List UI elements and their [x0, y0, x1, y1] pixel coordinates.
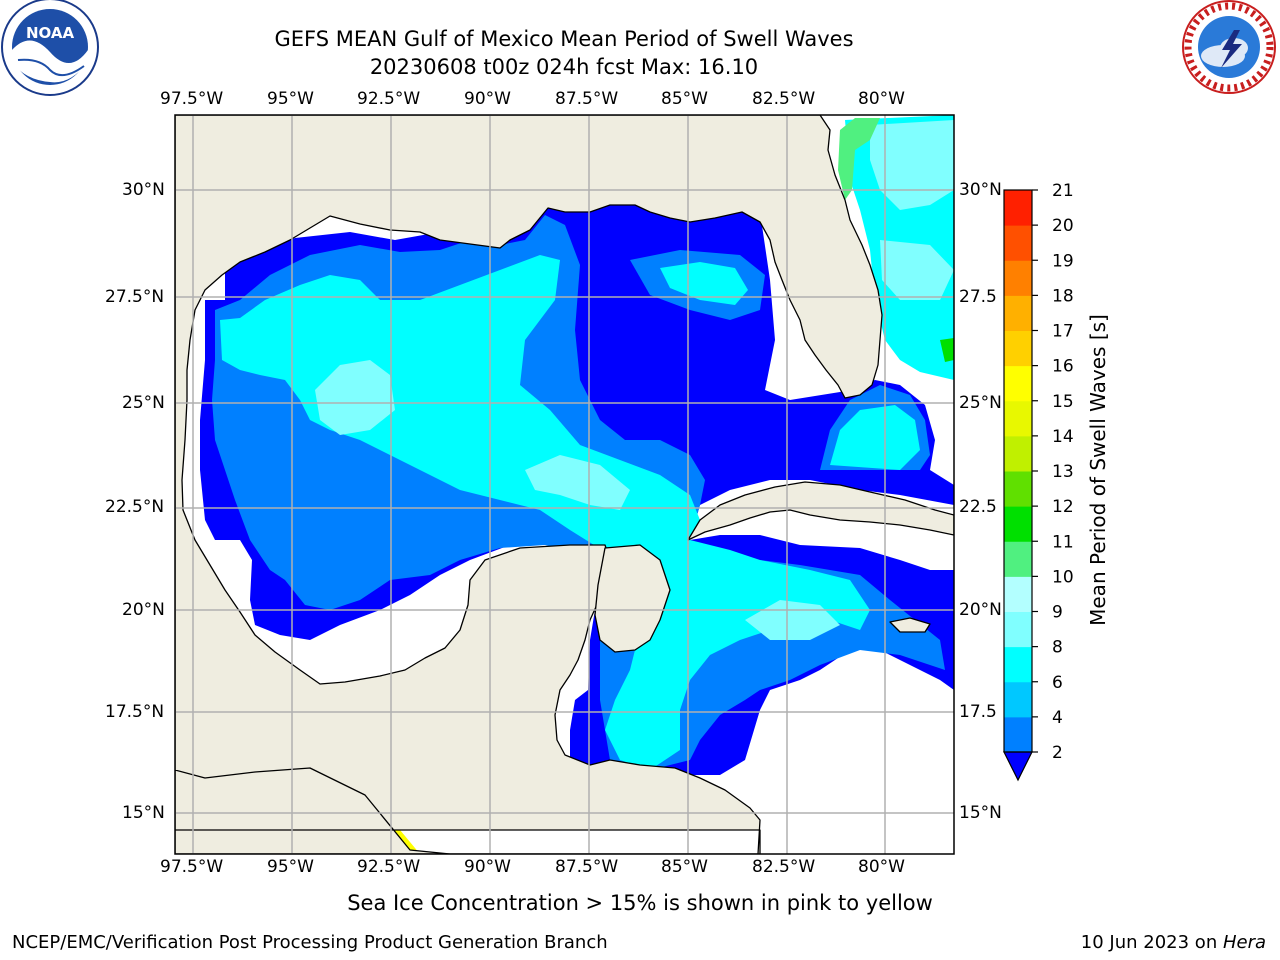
colorbar-cell	[1004, 471, 1032, 507]
nws-logo	[1182, 0, 1276, 94]
lon-tick-bottom: 92.5°W	[357, 857, 421, 877]
colorbar-tick-label: 15	[1052, 392, 1074, 412]
map-frame	[174, 114, 955, 855]
noaa-logo: NOAA	[1, 0, 99, 96]
colorbar-tick-label: 10	[1052, 567, 1074, 587]
lon-tick-bottom: 97.5°W	[160, 857, 224, 877]
lon-tick-top: 80°W	[858, 89, 905, 109]
colorbar-cell	[1004, 681, 1032, 718]
colorbar-label: Mean Period of Swell Waves [s]	[1086, 314, 1110, 626]
graticule	[175, 115, 954, 854]
lon-tick-top: 87.5°W	[555, 89, 619, 109]
chart-subtitle: 20230608 t00z 024h fcst Max: 16.10	[369, 55, 759, 79]
colorbar-cell	[1004, 646, 1032, 683]
lon-tick-top: 95°W	[267, 89, 314, 109]
colorbar-tick-label: 18	[1052, 286, 1074, 306]
lon-tick-bottom: 85°W	[661, 857, 708, 877]
colorbar-cell	[1004, 260, 1032, 296]
colorbar-cell	[1004, 506, 1032, 542]
colorbar-tick-label: 8	[1052, 638, 1063, 658]
lon-tick-top: 85°W	[661, 89, 708, 109]
lat-tick-left: 27.5°N	[105, 287, 165, 307]
lon-tick-bottom: 82.5°W	[752, 857, 816, 877]
lat-tick-right: 17.5	[959, 702, 997, 722]
colorbar-cell	[1004, 435, 1032, 472]
swell-band-atlantic-green	[838, 118, 880, 200]
lon-tick-bottom: 90°W	[464, 857, 511, 877]
land-jamaica	[889, 617, 931, 633]
colorbar-tick-label: 2	[1052, 743, 1063, 763]
footer-machine: Hera	[1222, 932, 1266, 953]
lon-tick-top: 97.5°W	[160, 89, 224, 109]
lon-tick-bottom: 87.5°W	[555, 857, 619, 877]
lat-tick-left: 22.5°N	[105, 497, 165, 517]
sea-ice-note: Sea Ice Concentration > 15% is shown in …	[347, 891, 933, 915]
colorbar-cell	[1004, 190, 1032, 226]
lat-tick-left: 17.5°N	[105, 702, 165, 722]
land-cuba	[687, 481, 954, 541]
colorbar-tick-label: 11	[1052, 532, 1074, 552]
colorbar-cell	[1004, 225, 1032, 261]
swell-band-atlantic-green-b	[940, 338, 954, 362]
colorbar-tick-label: 20	[1052, 216, 1074, 236]
lat-tick-right: 30°N	[959, 180, 1002, 200]
land	[175, 115, 954, 854]
swell-band-6-8-east	[830, 405, 920, 470]
map-area	[175, 115, 954, 854]
colorbar: 2 4 6 8 9 10 11 12 13 14 15 16 17 18 19 20 21	[1003, 181, 1074, 782]
colorbar-cell	[1004, 716, 1032, 753]
swell-band-8-9-b	[525, 455, 630, 510]
colorbar-tick-label: 4	[1052, 708, 1063, 728]
swell-band-6-8-ne	[660, 262, 748, 305]
lon-tick-bottom: 80°W	[858, 857, 905, 877]
lon-tick-top: 90°W	[464, 89, 511, 109]
swell-band-8-9	[315, 360, 395, 435]
lat-tick-right: 20°N	[959, 600, 1002, 620]
lon-tick-top: 92.5°W	[357, 89, 421, 109]
lat-tick-left: 20°N	[122, 600, 165, 620]
colorbar-cell	[1004, 295, 1032, 331]
colorbar-tick-label: 21	[1052, 181, 1074, 201]
lat-tick-right: 27.5	[959, 287, 997, 307]
chart-title: GEFS MEAN Gulf of Mexico Mean Period of …	[274, 27, 854, 51]
lat-tick-right: 22.5	[959, 497, 997, 517]
swell-band-atlantic-light	[870, 120, 954, 210]
lon-tick-top: 82.5°W	[752, 89, 816, 109]
colorbar-tick-label: 9	[1052, 603, 1063, 623]
colorbar-tick-label: 12	[1052, 497, 1074, 517]
swell-band-atlantic-light-b	[880, 240, 954, 300]
colorbar-tick-label: 6	[1052, 673, 1063, 693]
colorbar-cell	[1004, 365, 1032, 402]
footer-date-text: 10 Jun 2023 on	[1080, 932, 1223, 953]
colorbar-tick-label: 13	[1052, 462, 1074, 482]
colorbar-cell	[1004, 400, 1032, 437]
colorbar-cell	[1004, 330, 1032, 367]
colorbar-tick-label: 17	[1052, 322, 1074, 342]
lat-tick-left: 25°N	[122, 393, 165, 413]
noaa-logo-text: NOAA	[26, 24, 75, 42]
colorbar-tick-label: 19	[1052, 251, 1074, 271]
colorbar-tick-label: 16	[1052, 357, 1074, 377]
colorbar-cell	[1004, 541, 1032, 577]
colorbar-cell	[1004, 611, 1032, 648]
colorbar-extension	[1003, 751, 1033, 782]
colorbar-cell	[1004, 576, 1032, 612]
lon-tick-bottom: 95°W	[267, 857, 314, 877]
lat-tick-right: 25°N	[959, 393, 1002, 413]
land-north-america	[175, 115, 883, 854]
footer-branch: NCEP/EMC/Verification Post Processing Pr…	[12, 932, 608, 953]
lat-tick-left: 15°N	[122, 803, 165, 823]
lat-tick-left: 30°N	[122, 180, 165, 200]
swell-period-field	[200, 115, 954, 775]
lat-tick-right: 15°N	[959, 803, 1002, 823]
footer-date: 10 Jun 2023 on Hera	[1081, 932, 1266, 953]
colorbar-tick-label: 14	[1052, 427, 1074, 447]
